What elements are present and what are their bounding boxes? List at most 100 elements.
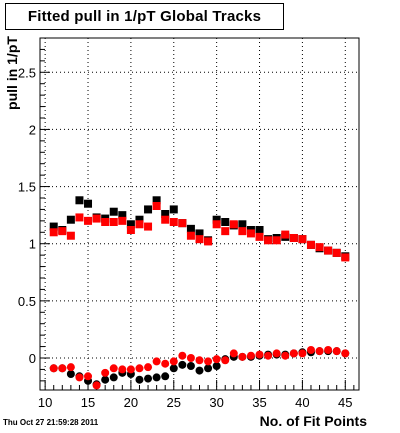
data-point-red-square bbox=[169, 218, 178, 226]
data-point-red-circle bbox=[58, 364, 67, 373]
data-point-black-square bbox=[238, 220, 247, 229]
data-point-black-circle bbox=[66, 370, 75, 378]
data-point-red-circle bbox=[178, 351, 187, 360]
data-point-red-square bbox=[75, 213, 84, 222]
data-point-black-circle bbox=[178, 360, 187, 369]
data-point-red-circle bbox=[169, 357, 178, 366]
data-point-black-square bbox=[75, 196, 84, 205]
data-point-black-square bbox=[126, 220, 135, 229]
data-point-red-square bbox=[161, 215, 170, 224]
data-point-red-square bbox=[238, 227, 247, 236]
x-axis-label: No. of Fit Points bbox=[259, 413, 367, 429]
x-tick-label: 40 bbox=[295, 395, 309, 410]
data-point-red-square bbox=[341, 253, 350, 262]
data-point-black-circle bbox=[101, 375, 110, 384]
x-tick-label: 35 bbox=[252, 395, 266, 410]
data-point-black-circle bbox=[152, 373, 161, 382]
data-point-black-square bbox=[186, 224, 195, 233]
data-point-black-square bbox=[152, 196, 161, 205]
data-point-red-circle bbox=[135, 364, 144, 373]
data-point-red-circle bbox=[306, 346, 315, 354]
data-point-red-square bbox=[135, 220, 144, 229]
data-point-red-square bbox=[221, 227, 230, 236]
data-point-red-square bbox=[144, 222, 153, 231]
data-point-red-circle bbox=[101, 368, 110, 377]
data-point-black-square bbox=[255, 226, 264, 234]
data-point-red-circle bbox=[109, 364, 118, 373]
data-point-red-square bbox=[246, 229, 255, 238]
data-point-red-circle bbox=[144, 363, 153, 372]
data-point-red-circle bbox=[238, 352, 247, 361]
y-tick-label: 0.5 bbox=[18, 294, 36, 309]
data-point-red-square bbox=[204, 237, 213, 246]
data-point-red-square bbox=[84, 216, 93, 225]
data-point-red-square bbox=[281, 230, 290, 239]
data-point-red-square bbox=[212, 220, 221, 229]
data-point-red-square bbox=[109, 218, 118, 226]
data-point-black-square bbox=[118, 211, 127, 220]
data-point-red-circle bbox=[186, 354, 195, 362]
chart-title-box: Fitted pull in 1/pT Global Tracks bbox=[5, 3, 284, 30]
data-point-red-circle bbox=[204, 357, 213, 366]
x-tick-label: 45 bbox=[338, 395, 352, 410]
data-point-red-circle bbox=[84, 372, 93, 381]
data-point-black-circle bbox=[186, 362, 195, 370]
data-point-red-square bbox=[324, 246, 333, 255]
y-axis-label: pull in 1/pT bbox=[4, 36, 20, 110]
data-point-black-circle bbox=[135, 375, 144, 384]
data-point-black-circle bbox=[212, 362, 221, 370]
data-point-black-square bbox=[109, 207, 118, 216]
data-point-black-circle bbox=[195, 366, 204, 375]
data-point-red-square bbox=[66, 231, 75, 240]
data-point-black-square bbox=[49, 222, 58, 231]
data-point-red-circle bbox=[332, 347, 341, 356]
data-point-red-circle bbox=[221, 356, 230, 365]
data-point-black-square bbox=[135, 215, 144, 224]
data-point-black-circle bbox=[204, 364, 213, 373]
data-point-red-circle bbox=[341, 349, 350, 358]
data-point-red-square bbox=[289, 234, 298, 242]
data-point-red-circle bbox=[255, 350, 264, 359]
data-point-red-square bbox=[101, 218, 110, 226]
data-point-black-circle bbox=[109, 373, 118, 382]
y-tick-label: 0 bbox=[29, 351, 36, 366]
data-point-red-circle bbox=[298, 349, 307, 358]
grid bbox=[40, 38, 359, 390]
data-point-red-square bbox=[178, 219, 187, 228]
data-point-red-circle bbox=[75, 373, 84, 382]
y-tick-label: 1.5 bbox=[18, 180, 36, 195]
data-point-red-circle bbox=[289, 349, 298, 358]
data-point-red-circle bbox=[272, 349, 281, 358]
data-point-black-square bbox=[221, 218, 230, 226]
y-tick-label: 1 bbox=[29, 237, 36, 252]
x-tick-label: 20 bbox=[124, 395, 138, 410]
data-point-red-circle bbox=[264, 351, 273, 360]
data-point-black-square bbox=[212, 215, 221, 224]
data-point-red-square bbox=[332, 248, 341, 257]
data-point-red-circle bbox=[92, 381, 101, 390]
data-point-red-square bbox=[118, 216, 127, 225]
data-point-red-circle bbox=[118, 365, 127, 374]
data-point-red-circle bbox=[126, 365, 135, 374]
axes: 10 15 20 25 30 35 40 45 0 0.5 1 1.5 2 2.5 bbox=[18, 37, 355, 410]
data-point-black-square bbox=[169, 205, 178, 214]
x-tick-label: 15 bbox=[81, 395, 95, 410]
data-point-red-circle bbox=[315, 347, 324, 356]
data-point-black-square bbox=[84, 199, 93, 208]
x-tick-label: 25 bbox=[167, 395, 181, 410]
y-tick-label: 2.5 bbox=[18, 65, 36, 80]
x-tick-label: 30 bbox=[209, 395, 223, 410]
data-point-red-square bbox=[306, 240, 315, 249]
data-point-red-square bbox=[315, 243, 324, 252]
timestamp-label: Thu Oct 27 21:59:28 2011 bbox=[3, 418, 99, 427]
data-point-red-square bbox=[58, 227, 67, 236]
data-point-black-circle bbox=[144, 374, 153, 383]
data-point-red-square bbox=[126, 226, 135, 234]
data-point-black-square bbox=[161, 210, 170, 218]
data-point-red-circle bbox=[195, 356, 204, 365]
data-point-red-circle bbox=[212, 355, 221, 364]
data-point-red-square bbox=[195, 235, 204, 244]
data-point-red-square bbox=[272, 236, 281, 245]
data-point-red-circle bbox=[66, 363, 75, 372]
